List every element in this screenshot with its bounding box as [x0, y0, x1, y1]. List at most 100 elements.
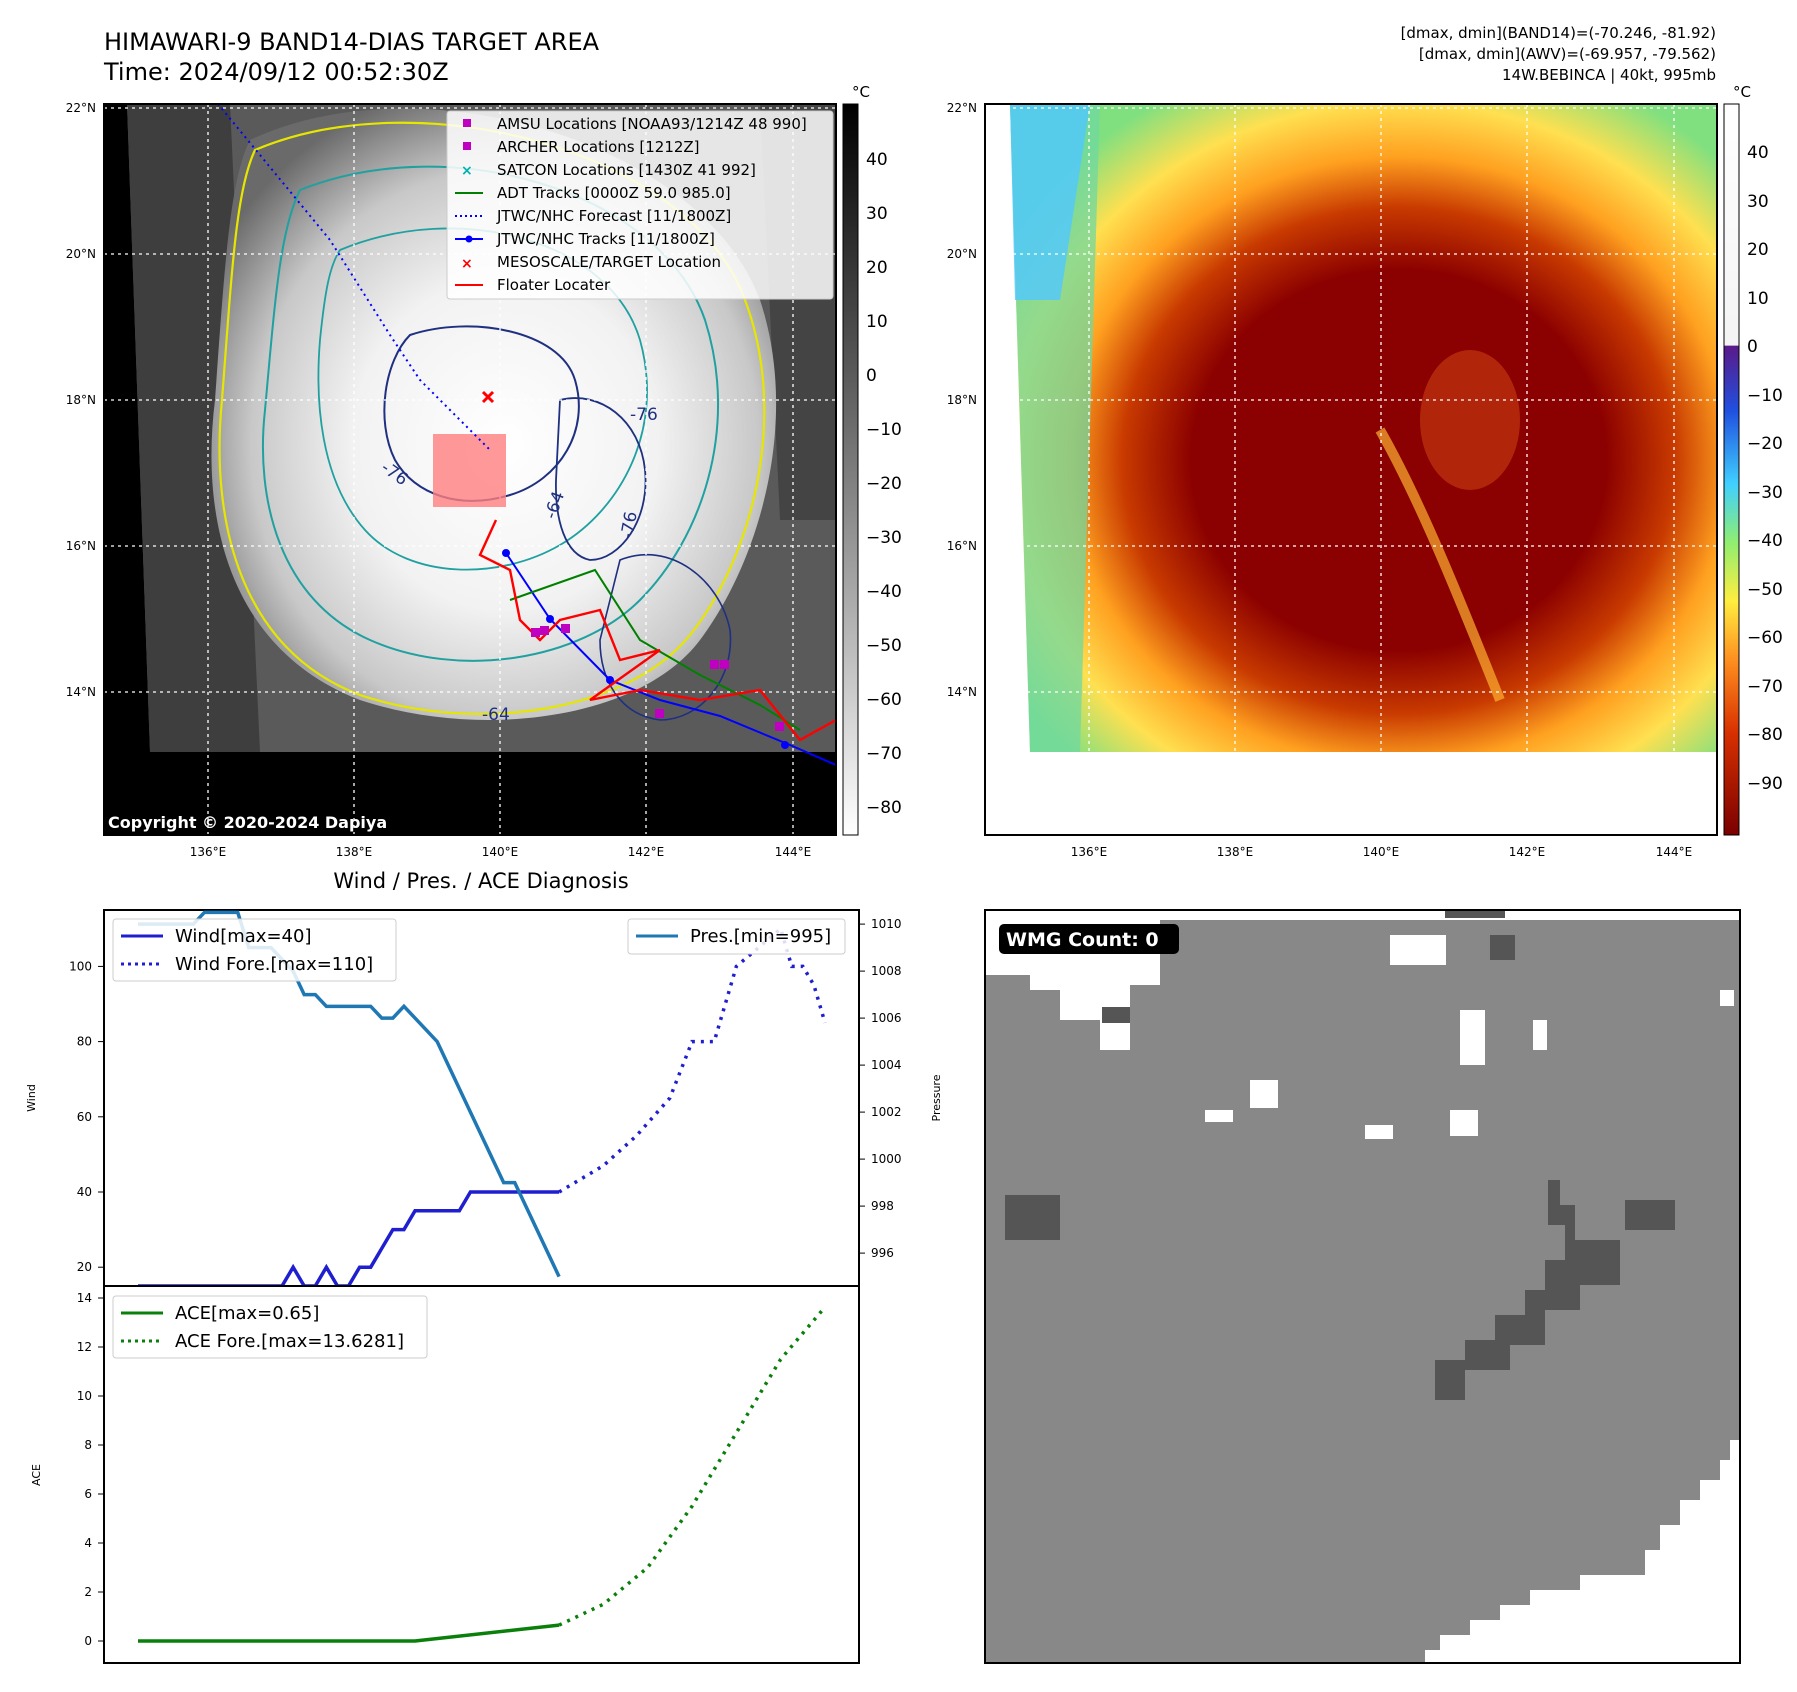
awv-lon-ticks: 136°E 138°E 140°E 142°E 144°E — [1071, 845, 1693, 859]
legend-jtwc-tracks: JTWC/NHC Tracks [11/1800Z] — [496, 230, 715, 248]
floater-locater — [478, 519, 836, 742]
ace-tick-label: 8 — [84, 1438, 92, 1452]
color-colorbar: °C 40 30 20 10 0 −10 −20 −30 −40 −50 −60… — [1723, 83, 1783, 836]
lat-tick: 16°N — [66, 539, 96, 553]
cb-tick: 0 — [866, 366, 877, 386]
ace-tick-label: 12 — [77, 1340, 92, 1354]
lon-tick: 144°E — [1656, 845, 1693, 859]
color-colorbar-unit: °C — [1733, 83, 1751, 101]
ace-tick-label: 14 — [77, 1291, 92, 1305]
legend-ace-forecast: ACE Fore.[max=13.6281] — [175, 1331, 404, 1352]
ace-y-ticks: 0 2 4 6 8 10 12 14 — [77, 1291, 104, 1648]
lon-tick: 142°E — [628, 845, 665, 859]
lat-tick: 22°N — [947, 101, 977, 115]
cb-tick: −60 — [866, 690, 902, 710]
figure-timestamp: Time: 2024/09/12 00:52:30Z — [103, 58, 449, 86]
figure-title: HIMAWARI-9 BAND14-DIAS TARGET AREA — [104, 28, 600, 56]
band14-range: [dmax, dmin](BAND14)=(-70.246, -81.92) — [1401, 24, 1716, 42]
wind-legend: Wind[max=40] Wind Fore.[max=110] — [112, 918, 397, 982]
lon-tick: 144°E — [775, 845, 812, 859]
gray-colorbar-unit: °C — [852, 83, 870, 101]
lat-tick: 22°N — [66, 101, 96, 115]
lon-tick: 140°E — [1363, 845, 1400, 859]
diagnosis-title: Wind / Pres. / ACE Diagnosis — [333, 869, 628, 893]
contour-navy — [383, 325, 580, 502]
lon-tick: 138°E — [336, 845, 373, 859]
amsu-archer-markers — [531, 624, 784, 731]
ace-legend: ACE[max=0.65] ACE Fore.[max=13.6281] — [112, 1295, 428, 1359]
cb-tick: −50 — [866, 636, 902, 656]
lon-tick: 136°E — [1071, 845, 1108, 859]
cb-tick: −30 — [866, 528, 902, 548]
legend-ace: ACE[max=0.65] — [175, 1303, 319, 1324]
pres-tick-label: 998 — [871, 1199, 894, 1213]
wind-pres-lines — [137, 910, 827, 1288]
contour-label: -76 — [617, 510, 642, 541]
cb-tick: 30 — [1747, 192, 1769, 212]
ace-tick-label: 0 — [84, 1634, 92, 1648]
pres-tick-label: 996 — [871, 1246, 894, 1260]
copyright: Copyright © 2020-2024 Dapiya — [108, 813, 387, 832]
wmg-badge — [999, 924, 1179, 954]
cb-tick: 30 — [866, 204, 888, 224]
adt-track — [509, 568, 801, 731]
wind-tick-label: 80 — [77, 1035, 92, 1049]
cb-tick: −30 — [1747, 483, 1783, 503]
target-location-marker — [481, 390, 495, 404]
lat-tick: 20°N — [66, 247, 96, 261]
cb-tick: 20 — [866, 258, 888, 278]
cb-tick: −10 — [1747, 386, 1783, 406]
wind-tick-label: 40 — [77, 1185, 92, 1199]
legend-pressure: Pres.[min=995] — [690, 926, 831, 947]
cb-tick: 40 — [866, 150, 888, 170]
legend-floater: Floater Locater — [497, 276, 611, 294]
legend-adt: ADT Tracks [0000Z 59.0 985.0] — [497, 184, 731, 202]
wmg-dark-cells — [1005, 910, 1675, 1400]
lat-tick: 14°N — [66, 685, 96, 699]
pres-tick-label: 1000 — [871, 1152, 902, 1166]
gray-colorbar: °C 40 30 20 10 0 −10 −20 −30 −40 −50 −60… — [842, 83, 902, 836]
ace-tick-label: 4 — [84, 1536, 92, 1550]
cb-tick: −40 — [1747, 531, 1783, 551]
cb-tick: −80 — [866, 798, 902, 818]
pres-tick-label: 1008 — [871, 964, 902, 978]
lon-tick: 142°E — [1509, 845, 1546, 859]
lat-tick: 14°N — [947, 685, 977, 699]
cb-tick: −40 — [866, 582, 902, 602]
color-colorbar-ticks: 40 30 20 10 0 −10 −20 −30 −40 −50 −60 −7… — [1747, 143, 1783, 794]
awv-lat-ticks: 22°N 20°N 18°N 16°N 14°N — [947, 101, 977, 699]
contour-label: -76 — [630, 405, 658, 425]
wind-y-ticks: 20 40 60 80 100 — [69, 959, 104, 1274]
map-legend: AMSU Locations [NOAA93/1214Z 48 990] ARC… — [446, 110, 834, 300]
lon-tick: 136°E — [190, 845, 227, 859]
cb-tick: 0 — [1747, 337, 1758, 357]
cb-tick: −80 — [1747, 725, 1783, 745]
pres-y-ticks: 996 998 1000 1002 1004 1006 1008 1010 — [859, 917, 902, 1260]
lon-tick: 138°E — [1217, 845, 1254, 859]
awv-map-panel: 136°E 138°E 140°E 142°E 144°E 22°N 20°N … — [947, 101, 1718, 859]
ir-map-panel: -76 -76 -76 -64 -64 Copyright © 2020-202… — [66, 101, 837, 859]
floater-box — [433, 434, 506, 507]
ace-tick-label: 6 — [84, 1487, 92, 1501]
storm-info: 14W.BEBINCA | 40kt, 995mb — [1502, 66, 1716, 84]
awv-field — [1010, 104, 1717, 752]
cb-tick: −20 — [866, 474, 902, 494]
legend-target: MESOSCALE/TARGET Location — [497, 253, 721, 271]
awv-range: [dmax, dmin](AWV)=(-69.957, -79.562) — [1419, 45, 1716, 63]
cb-tick: −70 — [1747, 677, 1783, 697]
cb-tick: −20 — [1747, 434, 1783, 454]
pres-tick-label: 1004 — [871, 1058, 902, 1072]
pres-tick-label: 1010 — [871, 917, 902, 931]
legend-jtwc-forecast: JTWC/NHC Forecast [11/1800Z] — [496, 207, 731, 225]
wind-tick-label: 100 — [69, 959, 92, 973]
svg-text:×: × — [461, 256, 473, 272]
wind-tick-label: 60 — [77, 1110, 92, 1124]
ace-lines — [137, 1305, 827, 1643]
wind-tick-label: 20 — [77, 1260, 92, 1274]
wmg-count: WMG Count: 0 — [1006, 929, 1159, 951]
wind-pres-chart: 20 40 60 80 100 996 998 1000 1002 1004 1006 1008 10… — [25, 909, 943, 1288]
cb-tick: 40 — [1747, 143, 1769, 163]
lat-tick: 16°N — [947, 539, 977, 553]
lat-tick: 18°N — [66, 393, 96, 407]
lat-tick: 20°N — [947, 247, 977, 261]
